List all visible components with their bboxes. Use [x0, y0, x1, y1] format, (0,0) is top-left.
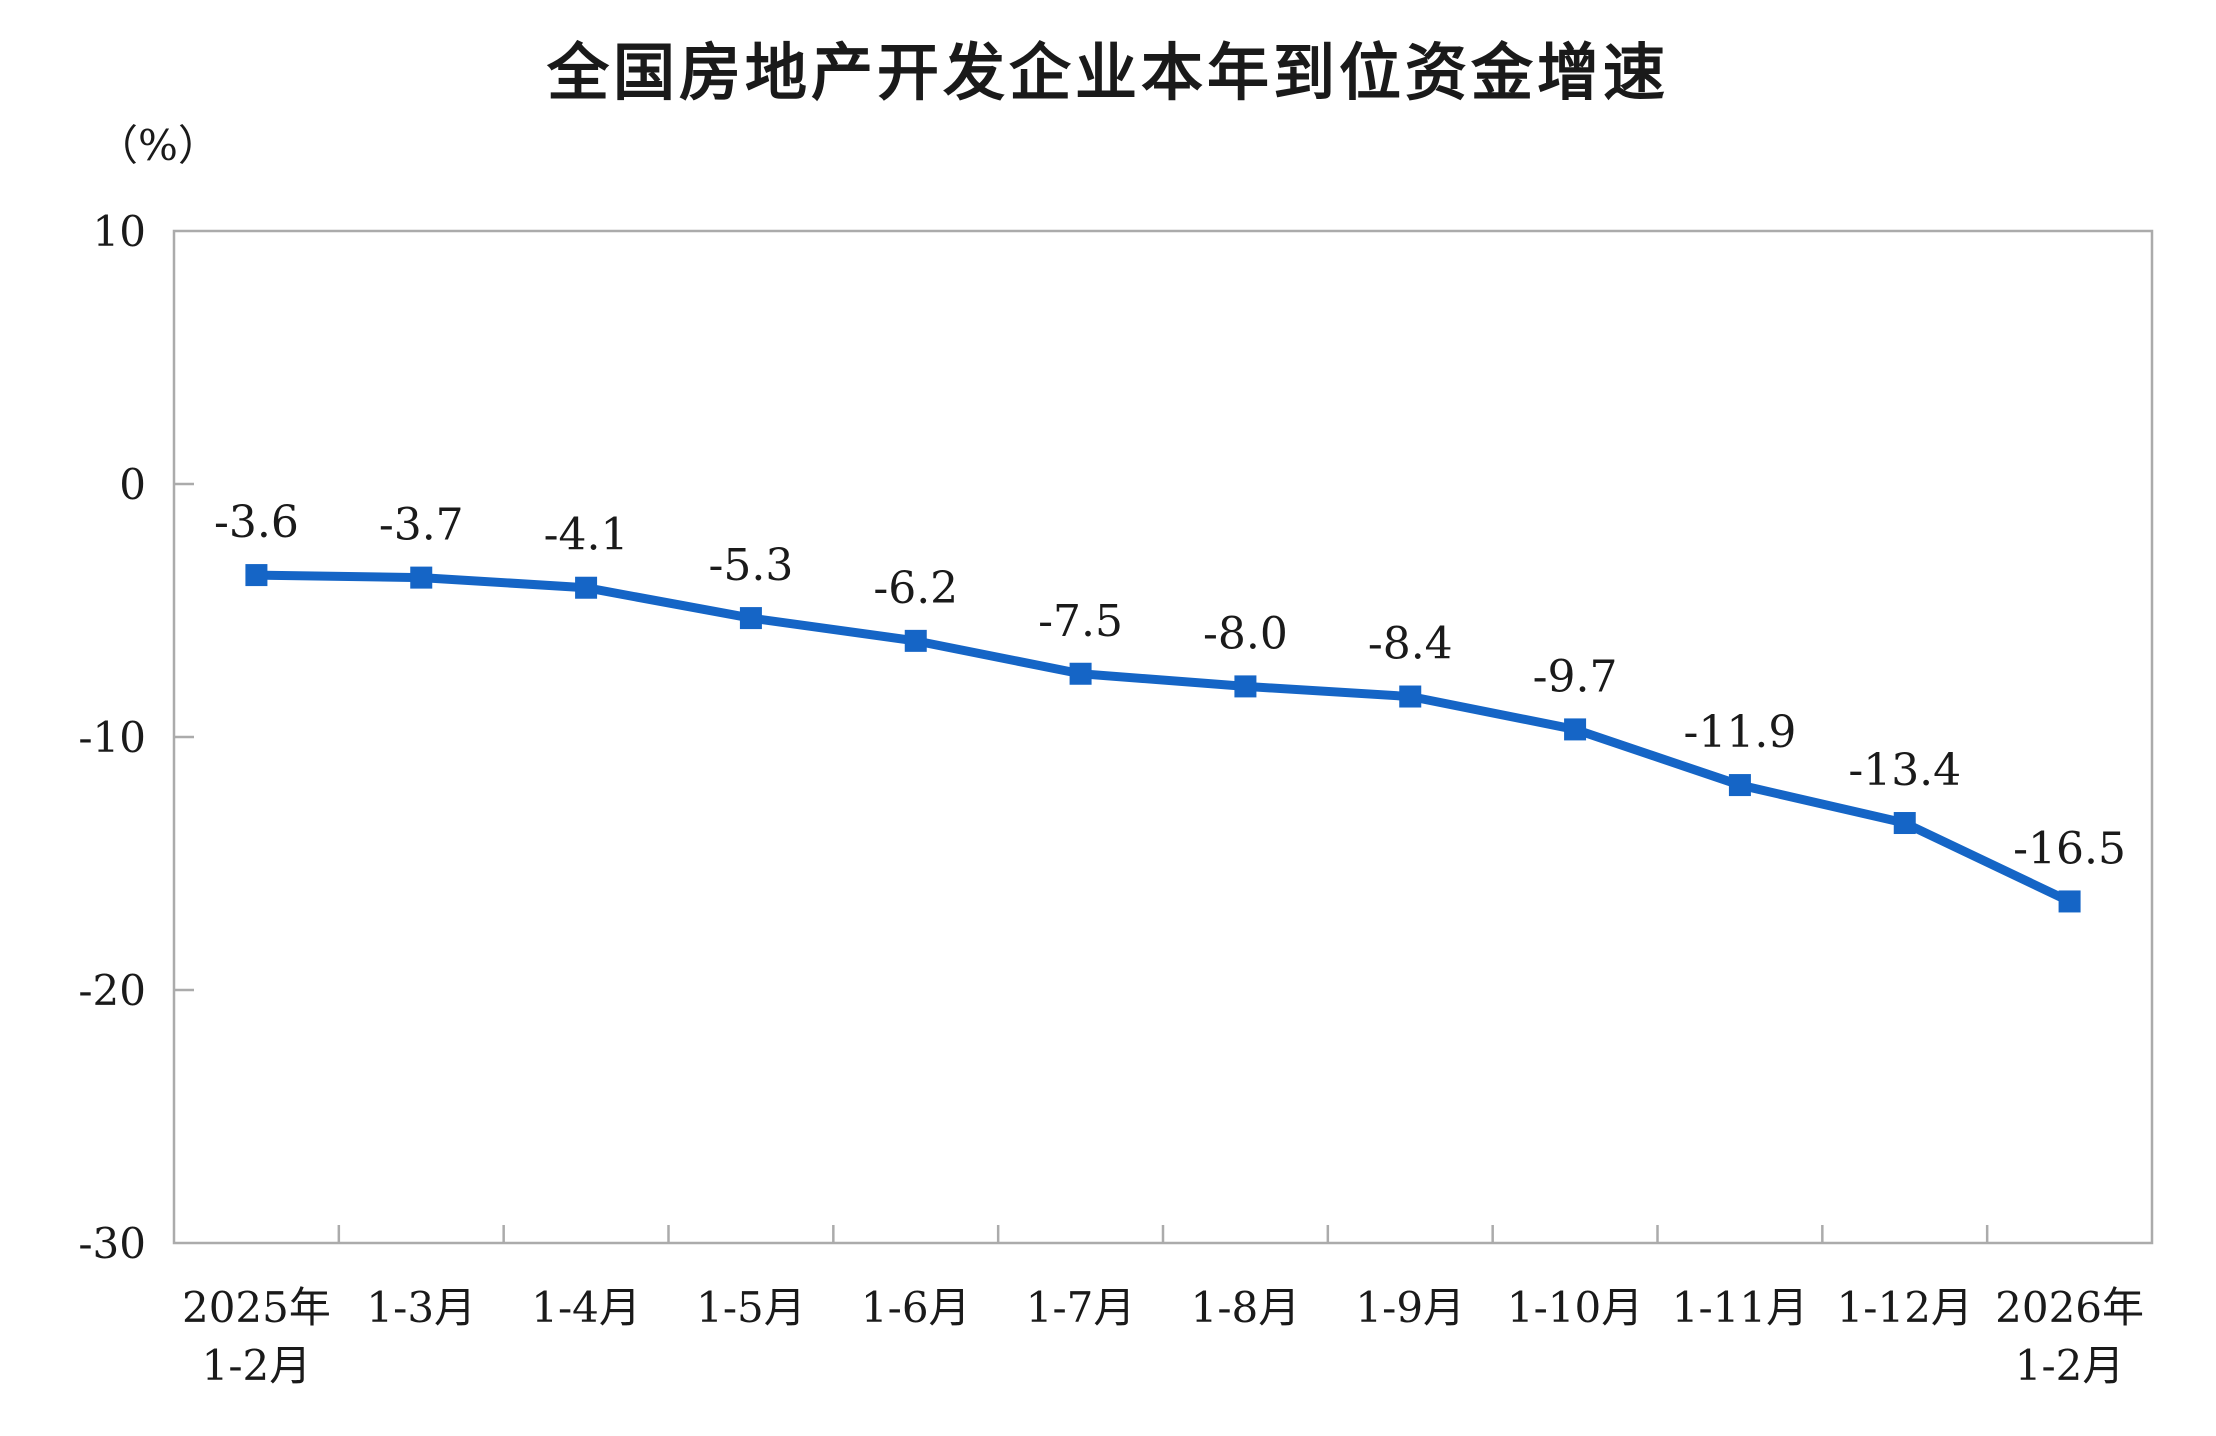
data-point-label: -5.3	[708, 540, 793, 591]
x-axis-tick-label: 1-3月	[366, 1283, 476, 1332]
chart-title: 全国房地产开发企业本年到位资金增速	[546, 36, 1669, 109]
x-axis-tick-label: 1-5月	[696, 1283, 806, 1332]
data-point-marker	[904, 629, 927, 652]
data-point-label: -7.5	[1038, 596, 1123, 647]
x-axis-tick-label: 1-12月	[1837, 1283, 1973, 1332]
data-point-label: -13.4	[1848, 745, 1961, 796]
y-axis-tick-label: -10	[78, 713, 146, 762]
y-axis-tick-label: 0	[119, 460, 146, 509]
y-axis-tick-label: -30	[78, 1219, 146, 1268]
data-point-marker	[1234, 675, 1257, 698]
x-axis-tick-label: 1-8月	[1191, 1283, 1301, 1332]
plot-border	[172, 229, 2154, 1245]
data-point-marker	[575, 576, 598, 599]
data-line	[251, 570, 2075, 906]
x-axis-tick-label: 1-10月	[1507, 1283, 1643, 1332]
x-axis-tick-label: 1-4月	[531, 1283, 641, 1332]
y-axis-tick-label: 10	[93, 207, 146, 256]
data-point-marker	[1564, 718, 1587, 741]
data-point-marker	[739, 607, 762, 630]
x-axis-tick-label: 1-11月	[1672, 1283, 1808, 1332]
data-point-marker	[1399, 685, 1422, 708]
data-point-label: -6.2	[873, 563, 958, 614]
data-point-label: -9.7	[1533, 651, 1618, 702]
data-point-label: -8.4	[1368, 619, 1453, 670]
x-axis-tick-label: 2026年	[1995, 1283, 2144, 1332]
data-point-label: -11.9	[1683, 707, 1796, 758]
data-point-marker	[245, 564, 268, 587]
data-point-label: -3.6	[214, 497, 299, 548]
x-axis-tick-label: 1-7月	[1026, 1283, 1136, 1332]
x-axis-tick-label: 2025年	[182, 1283, 331, 1332]
x-axis-tick-label: 1-2月	[202, 1341, 312, 1390]
data-point-label: -8.0	[1203, 608, 1288, 659]
y-axis-unit-label: （%）	[96, 121, 220, 170]
x-axis-tick-label: 1-9月	[1355, 1283, 1465, 1332]
x-axis-tick-label: 1-2月	[2015, 1341, 2125, 1390]
data-point-marker	[2058, 890, 2081, 913]
data-point-label: -4.1	[544, 510, 629, 561]
data-point-marker	[410, 566, 433, 589]
data-point-label: -3.7	[379, 500, 464, 551]
y-axis-tick-label: -20	[78, 966, 146, 1015]
x-axis-tick-label: 1-6月	[861, 1283, 971, 1332]
data-point-marker	[1893, 812, 1916, 835]
data-point-marker	[1069, 662, 1092, 685]
data-point-label: -16.5	[2013, 823, 2126, 874]
data-point-marker	[1728, 774, 1751, 797]
